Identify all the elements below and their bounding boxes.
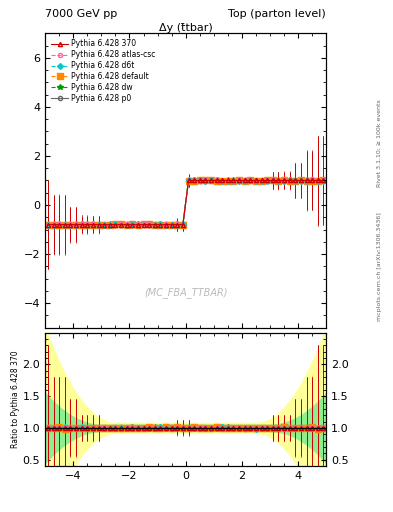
Title: Δy (t̄tbar): Δy (t̄tbar): [159, 23, 213, 32]
Text: Top (parton level): Top (parton level): [228, 9, 326, 19]
Text: Rivet 3.1.10; ≥ 100k events: Rivet 3.1.10; ≥ 100k events: [377, 99, 382, 187]
Legend: Pythia 6.428 370, Pythia 6.428 atlas-csc, Pythia 6.428 d6t, Pythia 6.428 default: Pythia 6.428 370, Pythia 6.428 atlas-csc…: [49, 37, 158, 105]
Text: (MC_FBA_TTBAR): (MC_FBA_TTBAR): [144, 287, 228, 298]
Text: 7000 GeV pp: 7000 GeV pp: [45, 9, 118, 19]
Text: mcplots.cern.ch [arXiv:1306.3436]: mcplots.cern.ch [arXiv:1306.3436]: [377, 212, 382, 321]
Y-axis label: Ratio to Pythia 6.428 370: Ratio to Pythia 6.428 370: [11, 351, 20, 448]
